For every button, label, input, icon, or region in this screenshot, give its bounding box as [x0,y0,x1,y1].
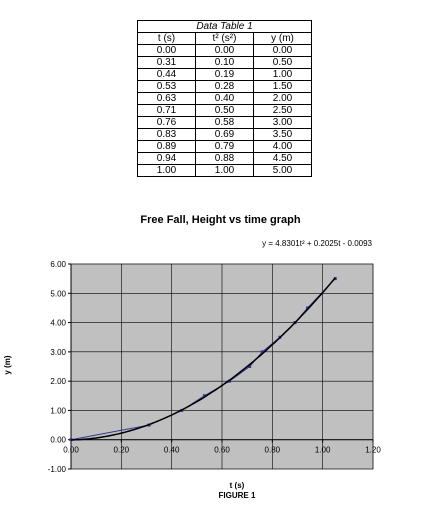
trendline-equation: y = 4.8301t² + 0.2025t - 0.0093 [262,239,372,248]
y-tick-label: 5.00 [50,289,66,298]
data-table: Data Table 1 t (s) t² (s²) y (m) 0.00 0.0… [137,20,312,177]
y-tick-label: 0.00 [50,436,66,445]
y-axis-label: y (m) [3,355,12,374]
y-tick-label: 1.00 [50,406,66,415]
x-tick-label: 0.60 [214,446,230,455]
table-body: 0.00 0.00 0.00 0.31 0.10 0.50 0.44 0.19 1.00 0.53… [137,44,312,177]
figure-caption: FIGURE 1 [219,491,256,500]
y-tick-label: 3.00 [50,348,66,357]
x-tick-label: 1.20 [365,446,381,455]
data-point [228,379,232,383]
data-point [260,350,264,354]
table-row: 0.76 0.58 3.00 [137,116,312,129]
table-row: 0.63 0.40 2.00 [137,92,312,105]
x-tick-label: 0.40 [164,446,180,455]
table-header-row: t (s) t² (s²) y (m) [137,32,312,45]
table-row: 0.31 0.10 0.50 [137,56,312,69]
y-tick-label: 2.00 [50,377,66,386]
y-tick-labels: -1.00 0.00 1.00 2.00 3.00 4.00 5.00 6.00 [48,260,71,474]
table-row: 1.00 1.00 5.00 [137,164,312,177]
x-tick-label: 0.20 [114,446,130,455]
table-row: 0.94 0.88 4.50 [137,152,312,165]
y-tick-label: 4.00 [50,319,66,328]
data-point [306,306,310,310]
x-tick-label: 1.00 [315,446,331,455]
table-row: 0.89 0.79 4.00 [137,140,312,153]
chart-title: Free Fall, Height vs time graph [140,214,301,226]
x-tick-labels: 0.00 0.20 0.40 0.60 0.80 1.00 1.20 [63,439,381,455]
table-cell: 1.00 [137,164,196,177]
y-tick-label: 6.00 [50,260,66,269]
y-tick-label: -1.00 [48,465,67,474]
x-tick-label: 0.00 [63,446,79,455]
data-point [248,365,252,368]
table-row: 0.53 0.28 1.50 [137,80,312,93]
table-cell: 5.00 [253,164,312,177]
x-tick-label: 0.80 [265,446,281,455]
x-axis-label: t (s) [230,481,245,490]
data-series [69,277,337,442]
trendline [70,277,336,441]
data-point [202,394,206,398]
